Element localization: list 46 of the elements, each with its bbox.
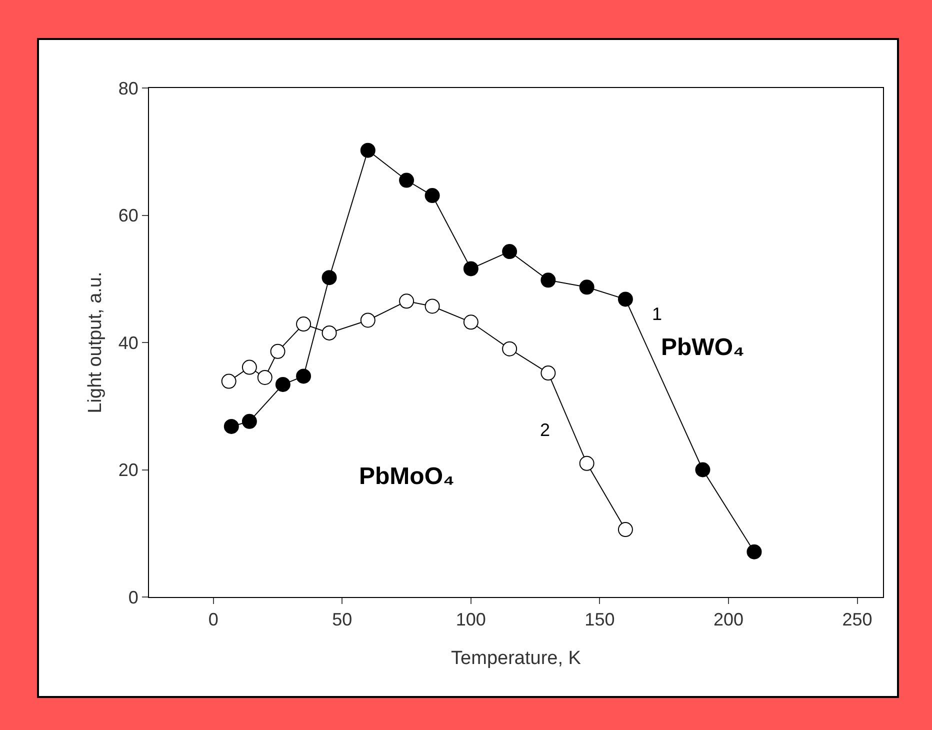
point (540, 272, 556, 288)
y-tick-label: 80 (118, 78, 138, 98)
point (242, 414, 257, 429)
point (424, 298, 440, 314)
point (502, 244, 518, 260)
x-tick-label: 200 (713, 610, 744, 630)
point (275, 376, 290, 392)
x-tick-label: 0 (208, 610, 218, 630)
x-tick-label: 50 (332, 610, 352, 630)
annotation: 2 (540, 420, 550, 440)
annotation: PbMoO₄ (359, 463, 454, 490)
point (360, 142, 376, 158)
point (257, 370, 272, 385)
point (224, 418, 239, 434)
point (746, 544, 762, 560)
point (579, 280, 594, 295)
point (424, 188, 440, 204)
x-axis-title: Temperature, K (451, 648, 582, 669)
point (463, 314, 478, 330)
point (270, 344, 286, 359)
point (502, 341, 518, 356)
annotation: 1 (652, 304, 662, 324)
x-tick-label: 150 (584, 610, 615, 630)
y-axis-title: Light output, a.u. (85, 272, 106, 414)
point (579, 456, 594, 471)
x-tick-label: 100 (456, 610, 486, 630)
point (242, 360, 257, 375)
point (296, 316, 312, 332)
y-tick-label: 60 (118, 206, 138, 226)
point (221, 374, 236, 389)
point (322, 270, 337, 286)
point (399, 172, 414, 188)
point (296, 368, 312, 384)
point (618, 292, 633, 307)
y-tick-label: 40 (118, 332, 138, 353)
x-tick-label: 250 (842, 610, 872, 630)
point (360, 312, 376, 328)
y-tick-label: 0 (128, 587, 138, 608)
point (322, 325, 337, 340)
point (540, 366, 556, 381)
point (463, 261, 478, 276)
point (695, 462, 710, 478)
annotation: PbWO₄ (661, 334, 744, 361)
point (618, 522, 633, 538)
point (399, 294, 414, 309)
y-tick-label: 20 (118, 460, 138, 480)
